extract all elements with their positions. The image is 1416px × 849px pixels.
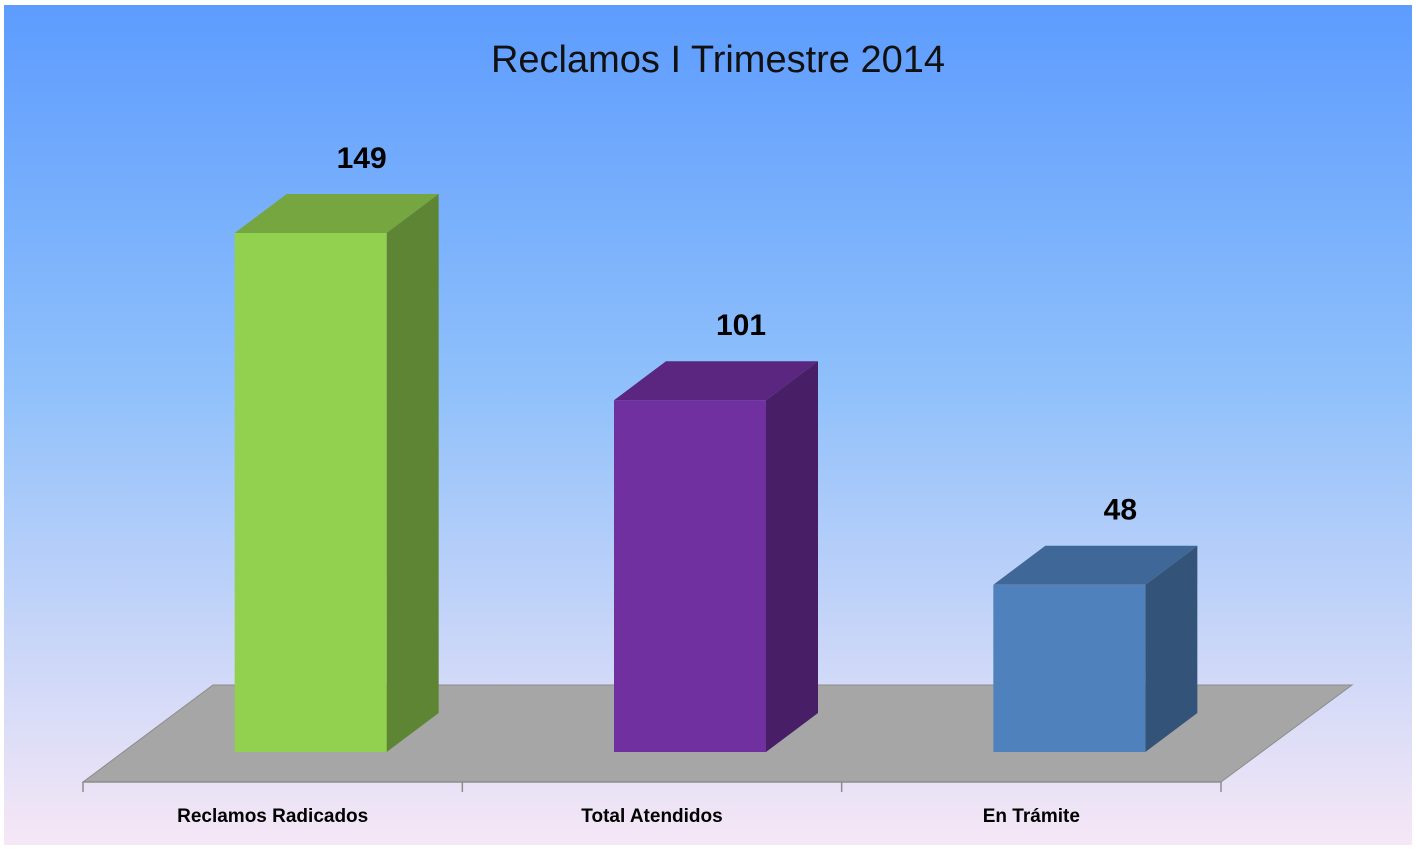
x-tick-label: Total Atendidos — [581, 806, 722, 827]
bar — [614, 400, 766, 752]
data-label: 48 — [1104, 494, 1137, 527]
bar — [993, 584, 1146, 752]
x-tick-label: En Trámite — [983, 806, 1080, 827]
x-tick-label: Reclamos Radicados — [177, 806, 368, 827]
bar-side — [386, 194, 439, 752]
data-label: 101 — [716, 309, 766, 342]
bar-top — [614, 361, 818, 401]
data-label: 149 — [337, 142, 387, 175]
bar — [234, 233, 387, 752]
bar-side — [766, 361, 818, 752]
bar-side — [1145, 545, 1198, 752]
bar-top — [234, 194, 439, 233]
bar-top — [993, 545, 1198, 585]
chart-title: Reclamos I Trimestre 2014 — [491, 39, 945, 81]
